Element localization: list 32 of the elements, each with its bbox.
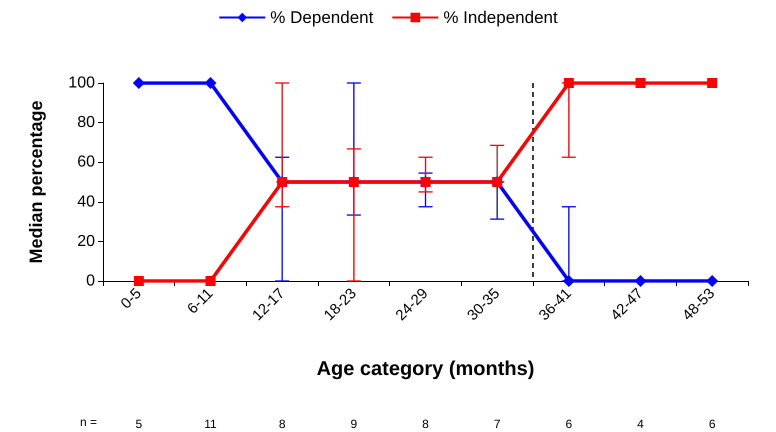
- x-tick-label: 0-5: [118, 284, 145, 312]
- point: [707, 78, 718, 88]
- y-axis-title: Median percentage: [26, 100, 46, 264]
- x-axis-title: Age category (months): [316, 358, 534, 380]
- point: [706, 275, 718, 287]
- text: 4: [637, 417, 644, 431]
- text: 11: [204, 417, 218, 431]
- y-tick-label: 0: [86, 272, 96, 290]
- point: [564, 78, 574, 88]
- point: [132, 77, 145, 89]
- text: 6: [708, 417, 716, 431]
- point: [134, 276, 144, 286]
- point: [562, 275, 575, 287]
- point: [206, 276, 216, 286]
- point: [634, 275, 646, 287]
- text: 8: [278, 417, 286, 431]
- legend-label: % Dependent: [270, 8, 374, 27]
- legend-label: % Independent: [443, 8, 558, 27]
- point: [636, 78, 646, 88]
- y-tick-label: 60: [77, 154, 96, 171]
- y-tick-label: 80: [77, 114, 96, 132]
- y-tick-label: 40: [77, 193, 96, 210]
- text: 5: [135, 417, 142, 431]
- text: n =: [80, 415, 98, 429]
- text: 9: [350, 417, 358, 431]
- point: [204, 77, 216, 89]
- y-tick-label: 100: [68, 74, 96, 92]
- x-tick-label: 6-11: [184, 284, 217, 318]
- y-tick-label: 20: [77, 232, 96, 250]
- text: 7: [494, 417, 501, 431]
- text: 6: [565, 417, 572, 431]
- text: 8: [422, 417, 430, 431]
